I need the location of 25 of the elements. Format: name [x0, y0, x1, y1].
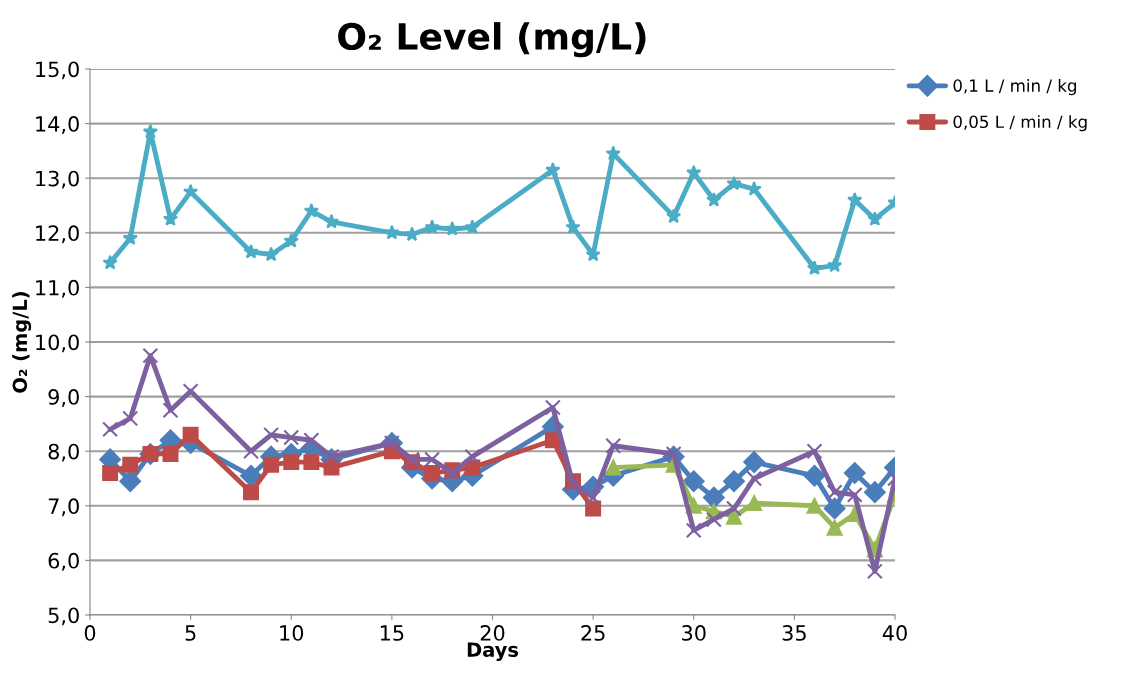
y-tick-label: 10,0 — [36, 334, 79, 353]
y-tick-label: 11,0 — [36, 279, 79, 298]
y-tick-label: 5,0 — [48, 607, 79, 626]
legend-label: 0,05 L / min / kg — [953, 115, 1087, 132]
y-tick-label: 9,0 — [48, 389, 79, 407]
x-tick-label: 0 — [84, 625, 96, 641]
x-tick-label: 10 — [280, 625, 304, 641]
x-tick-label: 5 — [185, 625, 196, 641]
y-tick-label: 7,0 — [48, 498, 79, 517]
y-tick-label: 8,0 — [48, 443, 79, 462]
x-tick-label: 20 — [480, 625, 505, 641]
legend-label: 0,1 L / min / kg — [953, 79, 1077, 96]
y-tick-label: 6,0 — [48, 552, 79, 571]
y-tick-label: 14,0 — [36, 116, 79, 134]
x-axis-title: Days — [467, 642, 519, 661]
y-tick-label: 15,0 — [36, 61, 79, 80]
y-axis-title: O₂ (mg/L) — [12, 292, 32, 393]
chart-title: O₂ Level (mg/L) — [338, 22, 646, 58]
x-tick-label: 30 — [682, 625, 706, 641]
x-tick-label: 25 — [581, 625, 605, 641]
x-tick-label: 40 — [882, 625, 907, 641]
x-tick-label: 35 — [782, 625, 806, 641]
y-tick-label: 13,0 — [36, 170, 79, 189]
y-tick-label: 12,0 — [36, 225, 79, 244]
x-tick-label: 15 — [380, 625, 404, 641]
